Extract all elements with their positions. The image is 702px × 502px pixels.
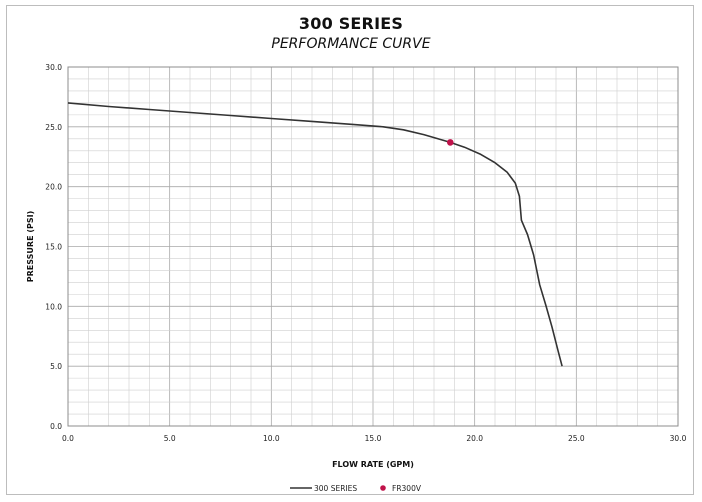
y-tick-label: 0.0 (50, 422, 62, 431)
axes (67, 66, 679, 427)
chart-subtitle: PERFORMANCE CURVE (271, 36, 431, 52)
legend-label-fr300v: FR300V (392, 484, 422, 493)
x-tick-label: 5.0 (164, 434, 176, 443)
x-tick-label: 20.0 (466, 434, 483, 443)
y-tick-label: 5.0 (50, 362, 62, 371)
plot-border (67, 66, 679, 427)
y-axis-title: PRESSURE (PSI) (26, 211, 35, 282)
tick-labels: 0.0 5.0 10.0 15.0 20.0 25.0 30.0 0.0 5.0 10.0 15.0… (45, 63, 686, 443)
y-tick-label: 15.0 (45, 243, 62, 252)
x-tick-label: 0.0 (62, 434, 74, 443)
y-tick-label: 25.0 (45, 123, 62, 132)
x-tick-label: 25.0 (568, 434, 585, 443)
legend-marker-swatch (380, 485, 386, 491)
series-layer (67, 102, 563, 367)
y-tick-label: 30.0 (45, 63, 62, 72)
grid (67, 66, 679, 427)
x-tick-label: 30.0 (670, 434, 687, 443)
y-tick-label: 20.0 (45, 183, 62, 192)
x-tick-label: 10.0 (263, 434, 280, 443)
series-line-300-series (67, 102, 563, 367)
marker-fr300v (446, 139, 454, 146)
y-tick-label: 10.0 (45, 302, 62, 311)
chart-frame (6, 5, 694, 495)
x-axis-title: FLOW RATE (GPM) (332, 460, 414, 469)
chart-title: 300 SERIES (298, 14, 404, 33)
x-tick-label: 15.0 (365, 434, 382, 443)
legend-label-300-series: 300 SERIES (314, 484, 357, 493)
legend: 300 SERIES FR300V (290, 484, 422, 493)
